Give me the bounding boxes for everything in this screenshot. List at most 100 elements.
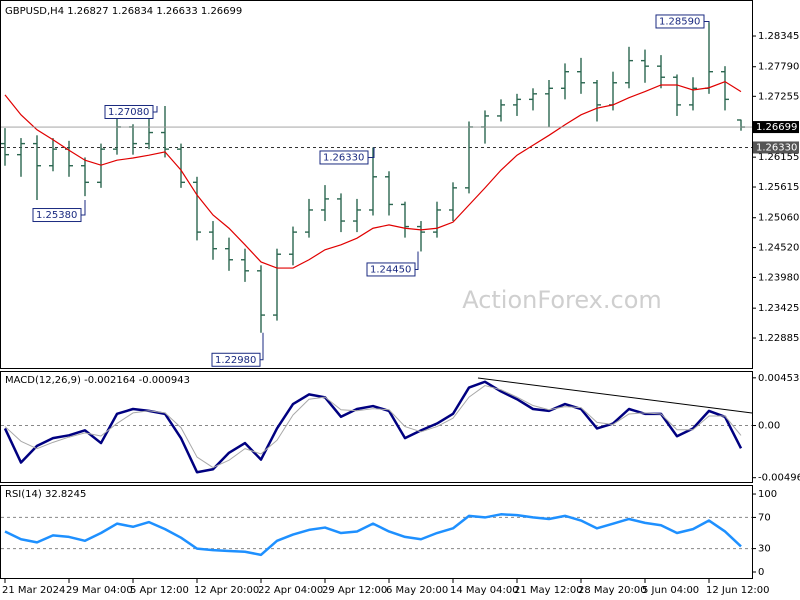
y-tick-label: 30 — [758, 544, 771, 555]
ohlc-bar — [593, 79, 601, 122]
ohlc-bar — [561, 63, 569, 100]
y-tick-label: 1.23980 — [758, 272, 799, 283]
x-tick-label: 28 May 20:00 — [578, 585, 647, 596]
y-tick-label: 1.25615 — [758, 182, 799, 193]
ohlc-bar — [657, 55, 665, 89]
annotation-label: 1.25380 — [36, 210, 77, 221]
indicator-line — [4, 513, 742, 557]
symbol: GBPUSD,H4 — [5, 6, 64, 17]
macd-title: MACD(12,26,9) — [5, 375, 81, 386]
y-tick-label: 0.00 — [758, 421, 780, 432]
ohlc-bar — [641, 49, 649, 83]
y-tick-label: 1.22885 — [758, 333, 799, 344]
open-value: 1.26827 — [67, 6, 108, 17]
y-tick-label: 1.28345 — [758, 31, 799, 42]
ohlc-bar — [289, 226, 297, 266]
y-tick-label: 1.27790 — [758, 62, 799, 73]
x-tick-label: 29 Apr 12:00 — [322, 585, 387, 596]
ohlc-bar — [417, 221, 425, 252]
ohlc-bar — [209, 221, 217, 260]
x-tick-label: 21 Mar 2024 — [2, 585, 65, 596]
ohlc-bar — [673, 74, 681, 116]
ohlc-bar — [177, 143, 185, 188]
trend-line — [477, 377, 753, 414]
annotation-link — [415, 251, 419, 270]
x-tick-label: 22 Apr 04:00 — [258, 585, 323, 596]
x-tick-label: 21 May 12:00 — [514, 585, 583, 596]
ohlc-bar — [17, 138, 25, 177]
x-tick-label: 5 Apr 12:00 — [130, 585, 189, 596]
rsi-title: RSI(14) — [5, 489, 42, 500]
x-tick-label: 6 May 20:00 — [386, 585, 448, 596]
annotation-link — [368, 147, 375, 158]
ohlc-bar — [433, 201, 441, 238]
x-tick-label: 29 Mar 04:00 — [66, 585, 133, 596]
ohlc-bar — [625, 46, 633, 89]
ohlc-bar — [545, 79, 553, 128]
annotation-link — [153, 105, 158, 113]
annotation-box — [319, 150, 369, 165]
moving-average — [4, 80, 742, 269]
rsi-value: 32.8245 — [45, 489, 86, 500]
y-tick-label: 1.25060 — [758, 213, 799, 224]
macd-header: MACD(12,26,9) -0.002164 -0.000943 — [5, 375, 190, 386]
rsi-header: RSI(14) 32.8245 — [5, 489, 86, 500]
ohlc-bar — [401, 201, 409, 238]
high-value: 1.26834 — [112, 6, 153, 17]
ohlc-bar — [513, 93, 521, 116]
ohlc-bar — [305, 198, 313, 238]
close-value: 1.26699 — [201, 6, 242, 17]
y-tick-label: -0.00496 — [758, 473, 800, 484]
watermark: ActionForex.com — [462, 286, 662, 314]
annotation-label: 1.26330 — [323, 152, 364, 163]
annotation-label: 1.24450 — [370, 264, 411, 275]
ohlc-bar — [81, 157, 89, 197]
annotation-box — [104, 104, 154, 119]
y-tick-label: 1.26155 — [758, 152, 799, 163]
signal-value: -0.000943 — [139, 375, 190, 386]
ohlc-bar — [497, 99, 505, 122]
x-tick-label: 14 May 04:00 — [450, 585, 519, 596]
ohlc-bar — [1, 128, 9, 166]
ohlc-bar — [337, 193, 345, 233]
ohlc-bar — [161, 105, 169, 158]
x-tick-label: 5 Jun 04:00 — [642, 585, 699, 596]
ohlc-bar — [49, 138, 57, 172]
ohlc-bar — [577, 57, 585, 94]
ohlc-bar — [145, 115, 153, 150]
ohlc-bar — [225, 237, 233, 271]
ohlc-bar — [369, 147, 377, 216]
annotation-box — [211, 352, 261, 367]
macd-value: -0.002164 — [84, 375, 135, 386]
y-tick-label: 0.004533 — [758, 373, 800, 384]
ohlc-bar — [385, 171, 393, 216]
ohlc-bar — [321, 185, 329, 222]
ohlc-bar — [241, 248, 249, 282]
x-tick-label: 12 Apr 20:00 — [194, 585, 259, 596]
annotation-link — [260, 332, 264, 361]
rsi-pane — [0, 485, 753, 579]
y-tick-label: 100 — [758, 489, 777, 500]
low-value: 1.26633 — [156, 6, 197, 17]
y-tick-label: 70 — [758, 512, 771, 523]
annotation-link — [81, 200, 86, 216]
y-tick-label: 1.27255 — [758, 91, 799, 102]
ohlc-bar — [449, 182, 457, 222]
level-label: 1.26330 — [756, 142, 797, 153]
ohlc-bar — [529, 88, 537, 111]
price-label: 1.26699 — [756, 122, 797, 133]
annotation-label: 1.28590 — [659, 16, 700, 27]
indicator-line — [3, 380, 743, 474]
ohlc-bar — [721, 66, 729, 111]
annotation-label: 1.27080 — [108, 107, 149, 118]
annotation-label: 1.22980 — [215, 355, 256, 366]
annotation-box — [32, 208, 82, 223]
y-tick-label: 1.24520 — [758, 243, 799, 254]
price-label-box — [753, 121, 799, 134]
ohlc-bar — [193, 176, 201, 241]
macd-pane — [0, 371, 753, 483]
ohlc-bar — [257, 265, 265, 333]
price-pane — [0, 0, 753, 369]
ohlc-bar — [273, 248, 281, 321]
